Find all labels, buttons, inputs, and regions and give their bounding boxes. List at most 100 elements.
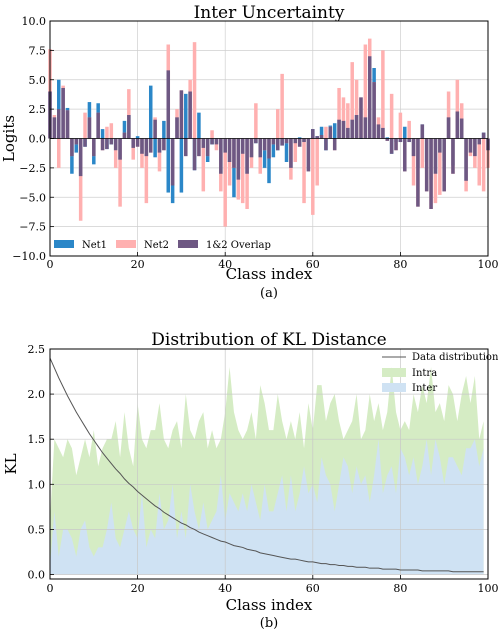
bar-net1-62: [319, 126, 324, 139]
legend-swatch-intra: [382, 368, 406, 377]
bar-net2-7: [78, 138, 83, 221]
panel-a-ytick-label-2: −5.0: [19, 191, 46, 204]
panel-a-xlabel: Class index: [226, 265, 313, 283]
panel-b-xtick-label-0: 0: [47, 582, 54, 595]
bar-1-2-overlap-29: [175, 117, 179, 139]
bar-1-2-overlap-91: [446, 117, 451, 139]
bar-1-2-overlap-32: [188, 91, 192, 139]
bar-1-2-overlap-70: [354, 115, 359, 139]
bar-1-2-overlap-64: [328, 126, 333, 139]
bar-net2-18: [127, 89, 131, 139]
panel-b-ytick-label-5: 2.5: [28, 343, 46, 356]
bar-1-2-overlap-65: [332, 138, 337, 151]
bar-1-2-overlap-5: [70, 138, 74, 157]
bar-1-2-overlap-54: [284, 138, 289, 144]
bar-net2-83: [411, 138, 416, 186]
legend-swatch-overlap: [178, 240, 198, 248]
bar-net1-50: [267, 138, 271, 184]
panel-b-caption: (b): [260, 616, 278, 631]
bar-1-2-overlap-51: [271, 138, 276, 145]
bar-1-2-overlap-48: [258, 138, 262, 158]
bar-1-2-overlap-14: [109, 138, 114, 145]
panel-b-ytick-label-0: 0.0: [28, 568, 46, 581]
bar-1-2-overlap-16: [118, 138, 122, 160]
panel-b: Distribution of KL Distance 0 20 40 60 80 100…: [2, 330, 498, 631]
bar-net2-63: [324, 126, 328, 139]
bar-1-2-overlap-15: [113, 138, 118, 151]
bar-net2-33: [192, 42, 197, 139]
bar-1-2-overlap-21: [140, 138, 144, 154]
legend-swatch-net2: [116, 240, 136, 248]
bar-net2-98: [477, 138, 481, 186]
bar-net1-12: [100, 129, 105, 139]
bar-1-2-overlap-25: [157, 138, 162, 153]
bar-net2-76: [381, 50, 385, 139]
bar-net2-19: [131, 138, 135, 160]
bar-net2-52: [276, 109, 280, 139]
panel-a-ytick-label-7: 7.5: [29, 44, 47, 57]
bar-1-2-overlap-94: [459, 118, 464, 139]
bar-1-2-overlap-97: [473, 138, 477, 157]
bar-1-2-overlap-6: [74, 138, 79, 145]
bar-1-2-overlap-67: [341, 120, 346, 139]
bar-1-2-overlap-85: [420, 124, 425, 139]
bar-net2-66: [337, 87, 341, 139]
bar-1-2-overlap-27: [166, 70, 171, 139]
bar-1-2-overlap-20: [135, 138, 140, 147]
bar-net2-14: [109, 123, 114, 139]
bar-1-2-overlap-8: [83, 138, 87, 147]
panel-b-xtick-label-4: 80: [393, 582, 407, 595]
bar-1-2-overlap-12: [100, 138, 105, 151]
panel-b-legend: Data distribution Intra Inter: [382, 352, 498, 394]
bar-1-2-overlap-42: [232, 138, 236, 168]
bar-1-2-overlap-89: [438, 138, 442, 153]
bar-net2-89: [438, 138, 442, 195]
bar-net1-57: [297, 137, 302, 139]
legend-label-net2: Net2: [144, 240, 169, 251]
panel-b-ytick-label-3: 1.5: [28, 433, 46, 446]
bar-net2-67: [341, 97, 346, 139]
bar-net1-51: [271, 138, 276, 158]
legend-label-data-distribution: Data distribution: [412, 352, 498, 363]
bar-1-2-overlap-45: [245, 138, 249, 174]
bar-net1-54: [284, 138, 289, 162]
bar-1-2-overlap-80: [398, 138, 403, 143]
bar-net2-44: [240, 138, 245, 204]
bar-net2-68: [346, 103, 350, 139]
panel-a-xtick-label-3: 60: [306, 258, 320, 271]
bar-net1-49: [262, 138, 267, 168]
bar-net2-80: [398, 112, 403, 139]
bar-net1-27: [166, 138, 171, 193]
bar-1-2-overlap-63: [324, 138, 328, 151]
bar-1-2-overlap-4: [65, 110, 70, 139]
bar-1-2-overlap-9: [87, 117, 92, 139]
bar-net1-65: [332, 123, 337, 139]
bar-1-2-overlap-19: [131, 138, 135, 148]
bar-net2-22: [144, 138, 149, 204]
panel-b-ytick-label-2: 1.0: [28, 478, 46, 491]
panel-b-xtick-label-5: 100: [478, 582, 498, 595]
bar-1-2-overlap-72: [363, 117, 368, 139]
bar-1-2-overlap-50: [267, 138, 271, 159]
line-data-distribution: [49, 357, 484, 573]
bar-net2-91: [446, 91, 451, 139]
bar-net2-70: [354, 79, 359, 139]
bar-net2-16: [118, 138, 122, 207]
bar-1-2-overlap-39: [219, 138, 223, 174]
bar-1-2-overlap-82: [407, 138, 411, 143]
panel-a-legend: Net1 Net2 1&2 Overlap: [54, 240, 271, 251]
bar-net2-58: [302, 138, 306, 204]
bar-1-2-overlap-59: [306, 138, 311, 172]
bar-1-2-overlap-71: [359, 97, 363, 139]
panel-b-ylabel: KL: [2, 453, 20, 474]
bar-1-2-overlap-69: [350, 119, 354, 139]
bar-net2-72: [363, 44, 368, 139]
bar-net1-17: [122, 120, 127, 139]
bar-1-2-overlap-68: [346, 127, 350, 139]
bar-1-2-overlap-86: [424, 138, 429, 192]
panel-a-ytick-label-3: −2.5: [19, 162, 46, 175]
bar-1-2-overlap-93: [455, 111, 460, 139]
legend-label-inter: Inter: [412, 383, 437, 394]
bar-net2-56: [293, 138, 298, 162]
